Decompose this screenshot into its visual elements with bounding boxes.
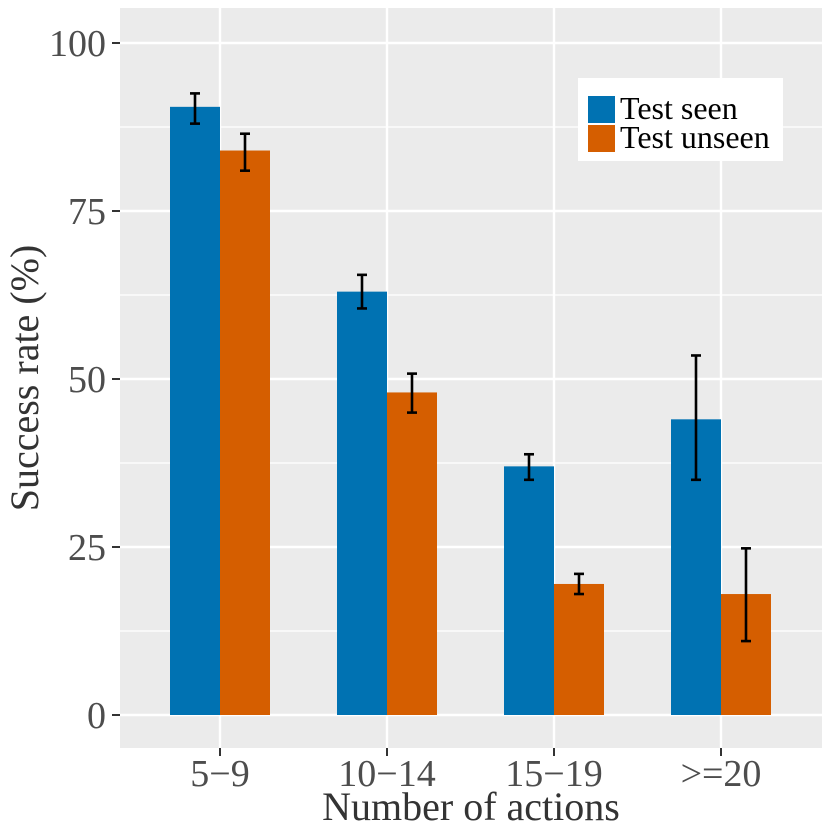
error-bar-test-unseen-5-9 xyxy=(240,132,250,172)
y-tick-label-0: 0 xyxy=(87,695,106,737)
bar-test-unseen-5-9 xyxy=(220,150,270,715)
x-tick-label-15-19: 15−19 xyxy=(505,753,602,795)
x-axis-title: Number of actions xyxy=(322,784,620,829)
legend: Test seen Test unseen xyxy=(578,78,783,161)
bar-test-seen-5-9 xyxy=(170,106,220,716)
bars xyxy=(170,106,771,716)
y-tick-label-25: 25 xyxy=(68,527,106,569)
y-tick-label-50: 50 xyxy=(68,359,106,401)
x-tick-label-10-14: 10−14 xyxy=(338,753,435,795)
x-axis: 5−9 10−14 15−19 >=20 xyxy=(190,748,761,795)
x-tick-label-20: >=20 xyxy=(681,753,762,795)
legend-key-test-seen xyxy=(588,96,615,123)
y-axis-title: Success rate (%) xyxy=(2,245,47,512)
error-bar-test-unseen-10-14 xyxy=(407,372,417,414)
error-bar-test-seen-20 xyxy=(691,354,701,482)
y-axis: 0 25 50 75 100 xyxy=(49,23,120,737)
y-tick-label-75: 75 xyxy=(68,191,106,233)
bar-test-unseen-15-19 xyxy=(554,583,604,715)
error-bar-test-unseen-15-19 xyxy=(574,572,584,596)
error-bar-test-seen-15-19 xyxy=(524,452,534,482)
y-tick-label-100: 100 xyxy=(49,23,106,65)
x-tick-label-5-9: 5−9 xyxy=(190,753,249,795)
error-bars xyxy=(190,92,751,643)
legend-key-test-unseen xyxy=(588,125,615,152)
bar-test-seen-15-19 xyxy=(504,466,554,715)
error-bar-test-seen-5-9 xyxy=(190,92,200,125)
legend-label-test-seen: Test seen xyxy=(620,90,738,126)
error-bar-test-seen-10-14 xyxy=(357,273,367,310)
error-bar-test-unseen-20 xyxy=(741,547,751,643)
bar-test-seen-10-14 xyxy=(337,291,387,715)
bar-test-unseen-10-14 xyxy=(387,392,437,715)
legend-label-test-unseen: Test unseen xyxy=(620,119,770,155)
